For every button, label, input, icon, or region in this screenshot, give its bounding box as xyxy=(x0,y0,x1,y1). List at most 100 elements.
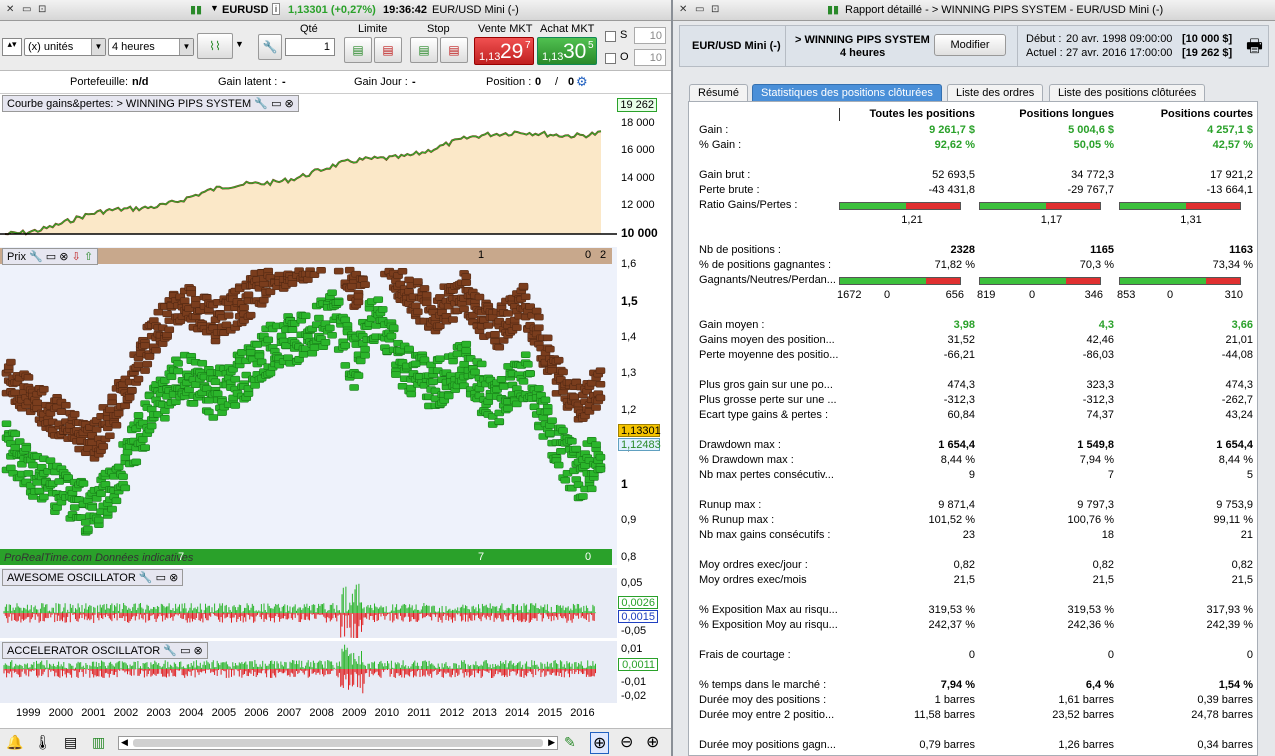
close-icon[interactable]: ⊗ xyxy=(59,251,69,263)
sell-marker xyxy=(545,345,555,353)
stat-value: 101,52 % xyxy=(928,514,975,526)
window-icon[interactable]: ▭ xyxy=(45,251,57,263)
buy-marker xyxy=(69,504,80,511)
zoom-out-icon[interactable]: ⊖ xyxy=(620,734,634,751)
close-icon[interactable]: ⊗ xyxy=(169,572,179,584)
thermometer-icon[interactable]: 🌡 xyxy=(34,734,52,750)
draw-icon[interactable]: ✎ xyxy=(564,734,576,750)
chevron-down-icon[interactable]: ▼ xyxy=(235,39,244,49)
tab-closed-position-stats[interactable]: Statistiques des positions clôturées xyxy=(752,84,942,101)
year-label: 2016 xyxy=(570,707,595,719)
zoom-stepper[interactable]: ▴▾ xyxy=(2,38,22,56)
buy-marker xyxy=(595,466,606,473)
chevron-down-icon[interactable]: ▼ xyxy=(210,3,219,13)
header-divider xyxy=(785,26,786,66)
timeframe-select[interactable]: 4 heures ▼ xyxy=(108,38,194,56)
minimize-icon[interactable]: ▭ xyxy=(22,4,32,15)
stat-label: Gains moyen des position... xyxy=(699,334,835,346)
sell-marker xyxy=(542,334,553,342)
stop-sell-button[interactable]: ▤ xyxy=(440,37,468,63)
buy-marker xyxy=(333,299,344,306)
buy-market-button[interactable]: 1,13 30 5 xyxy=(537,37,597,65)
close-icon[interactable]: ⊗ xyxy=(284,98,294,110)
scroll-left-icon[interactable]: ◀ xyxy=(121,737,128,747)
zoom-in-icon[interactable]: ⊕ xyxy=(646,734,660,751)
list-icon[interactable]: ▤ xyxy=(64,734,78,750)
close-icon[interactable]: ✕ xyxy=(6,4,15,15)
tab-summary[interactable]: Résumé xyxy=(689,84,748,101)
stat-value: 74,37 xyxy=(1086,409,1114,421)
wrench-icon[interactable]: 🔧 xyxy=(29,251,43,263)
bars-icon[interactable]: ▥ xyxy=(92,734,106,750)
scroll-right-icon[interactable]: ▶ xyxy=(548,737,555,747)
s-input[interactable]: 10 xyxy=(634,27,666,44)
gear-icon[interactable]: ⚙ xyxy=(576,74,588,89)
buy-marker xyxy=(567,437,577,445)
close-icon[interactable]: ✕ xyxy=(679,4,688,15)
stop-buy-button[interactable]: ▤ xyxy=(410,37,438,63)
window-icon[interactable]: ▭ xyxy=(155,572,167,584)
tab-closed-positions-list[interactable]: Liste des positions clôturées xyxy=(1049,84,1206,101)
arrow-up-icon[interactable]: ⇧ xyxy=(83,251,94,263)
expand-icon[interactable]: ⊡ xyxy=(38,4,47,15)
limit-sell-button[interactable]: ▤ xyxy=(374,37,402,63)
stat-value: 23 xyxy=(962,529,975,541)
close-icon[interactable]: ⊗ xyxy=(193,645,203,657)
sell-marker xyxy=(113,410,124,417)
modify-button[interactable]: Modifier xyxy=(934,34,1006,56)
ac-tick: 0,01 xyxy=(621,643,643,655)
price-panel-header: Prix 🔧 ▭ ⊗ ⇩ ⇧ xyxy=(2,248,99,265)
stop-label: Stop xyxy=(427,23,450,35)
stat-value: 31,52 xyxy=(947,334,975,346)
buy-marker xyxy=(256,358,267,366)
stats-row: Nb max gains consécutifs : 23 18 21 xyxy=(689,529,1259,544)
tab-orders-list[interactable]: Liste des ordres xyxy=(947,84,1044,101)
position-label: Position : xyxy=(486,76,532,88)
data-watermark: ProRealTime.com Données indicatives xyxy=(4,552,194,564)
wrench-icon[interactable]: 🔧 xyxy=(163,645,177,657)
scroll-thumb[interactable] xyxy=(133,739,543,747)
stat-label: Durée moy positions gagn... xyxy=(699,739,836,751)
o-checkbox[interactable] xyxy=(605,53,616,64)
bell-icon[interactable]: 🔔 xyxy=(6,734,24,750)
ratio-value: 1,31 xyxy=(1180,214,1202,226)
wrench-icon[interactable]: 🔧 xyxy=(138,572,153,584)
arrow-down-icon[interactable]: ⇩ xyxy=(71,251,81,263)
ao-panel-title: AWESOME OSCILLATOR xyxy=(7,572,136,584)
s-checkbox[interactable] xyxy=(605,31,616,42)
sell-marker xyxy=(534,324,544,331)
minimize-icon[interactable]: ▭ xyxy=(695,4,705,15)
sell-marker xyxy=(333,267,344,275)
wrench-icon[interactable]: 🔧 xyxy=(258,34,282,60)
window-icon[interactable]: ▭ xyxy=(271,98,282,110)
stat-value: 21,5 xyxy=(1092,574,1114,586)
printer-icon[interactable]: 🖶 xyxy=(1246,36,1263,56)
wnl-value: 819 xyxy=(977,289,996,301)
info-icon[interactable]: i xyxy=(272,3,280,15)
wrench-icon[interactable]: 🔧 xyxy=(254,98,268,110)
ac-value-1: 0,0011 xyxy=(618,658,658,671)
o-input[interactable]: 10 xyxy=(634,49,666,66)
sell-marker xyxy=(531,307,542,315)
winners-fill xyxy=(840,278,927,284)
indicators-button[interactable]: ⌇⌇ xyxy=(197,33,233,59)
year-label: 1999 xyxy=(16,707,41,719)
price-tick: 1,3 xyxy=(621,367,637,379)
sell-marker xyxy=(133,375,144,383)
chart-window: ✕ ▭ ⊡ ▮▮ ▼ EURUSD i 1,13301 (+0,27%) 19:… xyxy=(0,0,671,756)
year-label: 2012 xyxy=(439,707,465,719)
sell-market-button[interactable]: 1,13 29 7 xyxy=(474,37,534,65)
chart-scrollbar[interactable]: ◀ ▶ xyxy=(118,736,558,750)
buy-marker xyxy=(250,382,260,389)
wnl-value: 656 xyxy=(945,289,964,301)
expand-icon[interactable]: ⊡ xyxy=(711,4,720,15)
stats-row: Gain moyen : 3,98 4,3 3,66 xyxy=(689,319,1259,334)
zoom-fit-icon[interactable]: ⊕ xyxy=(590,732,610,754)
quantity-input[interactable]: 1 xyxy=(285,38,335,56)
stat-value: 242,37 % xyxy=(928,619,975,631)
sell-marker xyxy=(358,276,368,283)
window-icon[interactable]: ▭ xyxy=(180,645,191,657)
buy-marker xyxy=(307,349,318,357)
units-select[interactable]: (x) unités ▼ xyxy=(24,38,106,56)
limit-buy-button[interactable]: ▤ xyxy=(344,37,372,63)
